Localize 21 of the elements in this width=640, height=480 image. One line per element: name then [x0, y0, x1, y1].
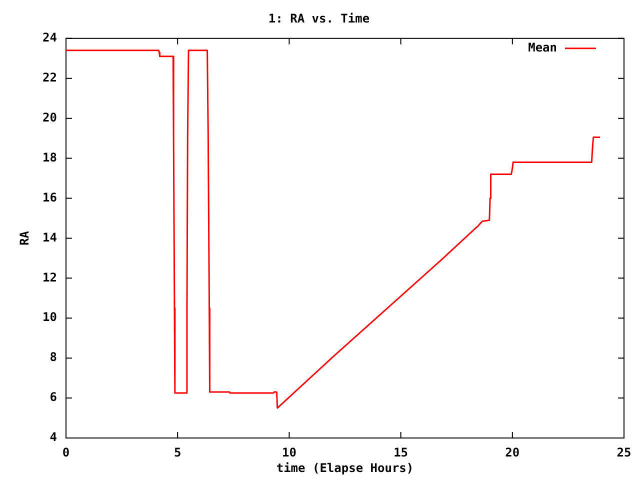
- y-tick-label: 4: [50, 430, 57, 444]
- y-tick-label: 20: [42, 110, 57, 124]
- x-tick-label: 5: [174, 445, 182, 460]
- y-tick-label: 10: [42, 310, 57, 324]
- text: Mean: [528, 40, 557, 55]
- x-tick-label: 15: [394, 445, 408, 460]
- x-tick-label: 10: [282, 445, 296, 460]
- x-axis-title: time (Elapse Hours): [276, 460, 414, 475]
- x-tick-label: 20: [505, 445, 520, 460]
- y-tick-label: 8: [50, 350, 57, 364]
- y-tick-label: 18: [42, 150, 57, 164]
- y-tick-label: 24: [42, 30, 57, 45]
- x-tick-label: 25: [616, 445, 632, 460]
- chart-title: 1: RA vs. Time: [268, 11, 370, 26]
- y-tick-label: 12: [42, 270, 57, 284]
- y-tick-label: 6: [50, 390, 57, 404]
- y-tick-label: 16: [42, 190, 57, 204]
- y-tick-label: 14: [42, 230, 57, 244]
- y-tick-label: 22: [42, 70, 57, 84]
- y-axis-title: RA: [17, 230, 32, 246]
- x-tick-label: 0: [62, 445, 70, 460]
